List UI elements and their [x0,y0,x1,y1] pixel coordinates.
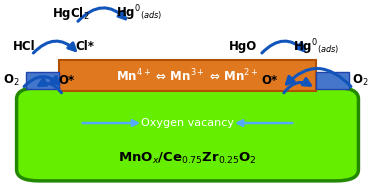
Text: Hg$^0$$_{(ads)}$: Hg$^0$$_{(ads)}$ [292,37,339,57]
Text: Cl*: Cl* [76,40,95,53]
Text: HgCl$_2$: HgCl$_2$ [52,5,89,22]
Bar [26,72,59,89]
Text: Mn$^{4+}$ ⇔ Mn$^{3+}$ ⇔ Mn$^{2+}$: Mn$^{4+}$ ⇔ Mn$^{3+}$ ⇔ Mn$^{2+}$ [116,67,259,84]
FancyBboxPatch shape [59,60,316,91]
Text: HgO: HgO [229,40,257,53]
FancyBboxPatch shape [16,88,358,181]
Text: O$_2$: O$_2$ [352,73,368,88]
Text: MnO$_x$/Ce$_{0.75}$Zr$_{0.25}$O$_2$: MnO$_x$/Ce$_{0.75}$Zr$_{0.25}$O$_2$ [118,151,257,166]
Text: Oxygen vacancy: Oxygen vacancy [141,118,234,128]
Text: O$_2$: O$_2$ [3,73,19,88]
Text: O*: O* [59,74,75,87]
Text: Hg$^0$$_{(ads)}$: Hg$^0$$_{(ads)}$ [116,3,162,23]
Bar [316,72,349,89]
Text: O*: O* [261,74,278,87]
Text: HCl: HCl [13,40,35,53]
